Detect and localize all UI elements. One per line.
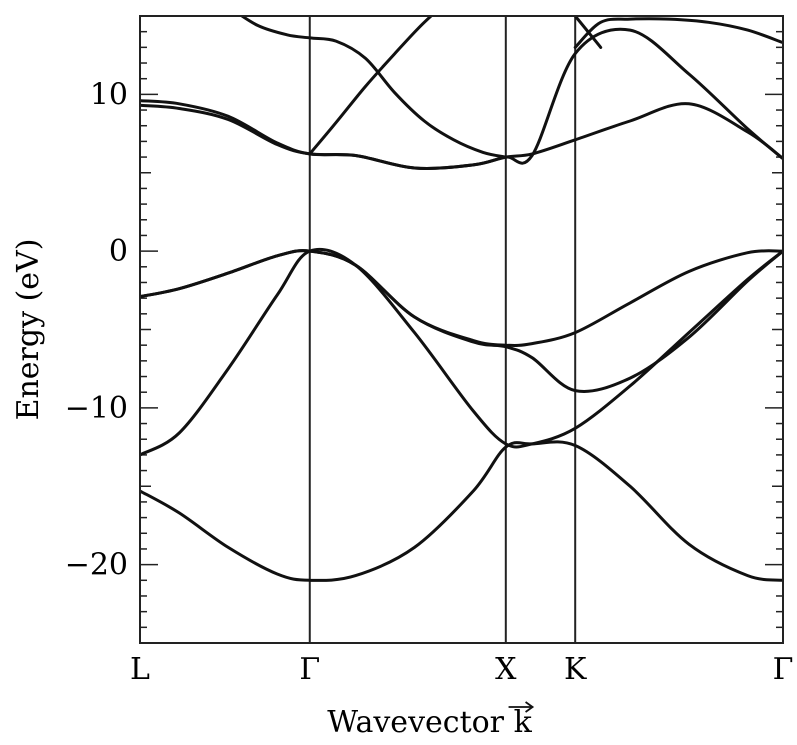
x-axis-label: Wavevector k [327,705,532,740]
vector-arrow-icon [508,701,535,713]
x-tick-label: Γ [773,652,794,687]
band-line-7 [308,16,603,156]
energy-bands [140,16,783,582]
band-line-9 [573,17,783,49]
x-tick-label: X [495,652,517,687]
high-symmetry-lines [308,16,577,643]
band-line-1 [140,440,783,582]
y-tick-label: 0 [109,234,128,269]
plot-frame [139,15,784,644]
y-tick-label: 10 [90,77,128,112]
y-axis-label: Energy (eV) [11,239,46,421]
band-line-6 [140,27,783,170]
x-tick-label: K [564,652,587,687]
y-tick-label: −20 [65,548,128,583]
band-line-4 [140,249,783,347]
x-tick-label: Γ [299,652,320,687]
axis-ticks [140,15,783,644]
band-line-5 [140,99,783,170]
band-line-8 [239,16,508,159]
y-tick-labels: 10 0 −10 −20 [65,77,128,582]
band-line-2 [140,247,783,457]
x-tick-label: L [130,652,150,687]
y-tick-label: −10 [65,391,128,426]
